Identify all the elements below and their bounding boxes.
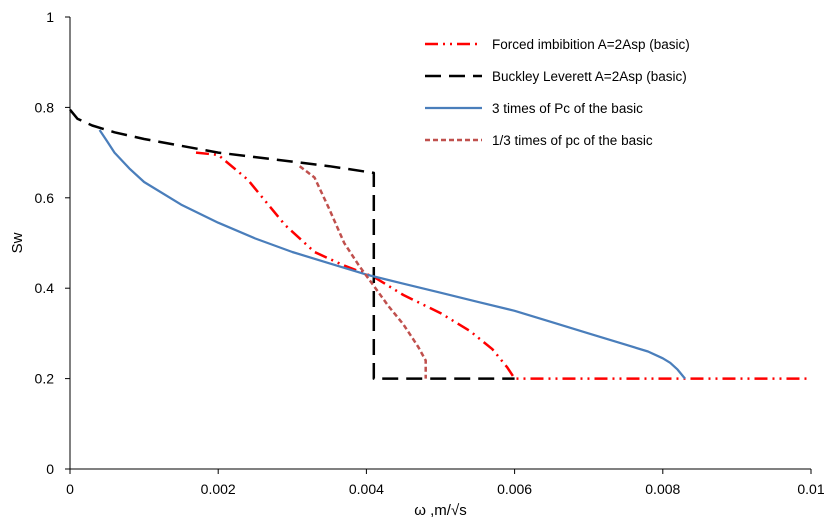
legend: Forced imbibition A=2Asp (basic) Buckley … xyxy=(425,37,690,148)
y-tick-label: 1 xyxy=(46,9,54,25)
series-line-3 xyxy=(98,129,686,380)
legend-label-2: Buckley Leverett A=2Asp (basic) xyxy=(492,69,687,84)
y-tick-label: 0.4 xyxy=(35,280,55,296)
legend-label-3: 3 times of Pc of the basic xyxy=(492,101,643,116)
series-line-1 xyxy=(195,151,811,380)
y-tick-label: 0.6 xyxy=(35,190,55,206)
legend-label-4: 1/3 times of pc of the basic xyxy=(492,133,653,148)
y-tick-label: 0.2 xyxy=(35,371,55,387)
x-axis-title: ω ,m/√s xyxy=(414,502,466,519)
x-tick-label: 0.008 xyxy=(645,481,680,497)
x-tick-label: 0.01 xyxy=(797,481,824,497)
series-line-4 xyxy=(298,165,427,379)
axes: 0 0.002 0.004 0.006 0.008 0.01 0 0.2 0.4 0.6 0.8 1 xyxy=(35,9,825,497)
x-tick-label: 0 xyxy=(66,481,74,497)
series-line-2 xyxy=(69,108,515,380)
legend-label-1: Forced imbibition A=2Asp (basic) xyxy=(492,37,690,52)
y-axis-title: Sw xyxy=(9,232,26,253)
y-tick-label: 0 xyxy=(46,461,54,477)
y-tick-label: 0.8 xyxy=(35,99,55,115)
x-tick-label: 0.004 xyxy=(349,481,384,497)
x-tick-label: 0.002 xyxy=(201,481,236,497)
x-tick-label: 0.006 xyxy=(497,481,532,497)
series-layer xyxy=(69,108,811,380)
